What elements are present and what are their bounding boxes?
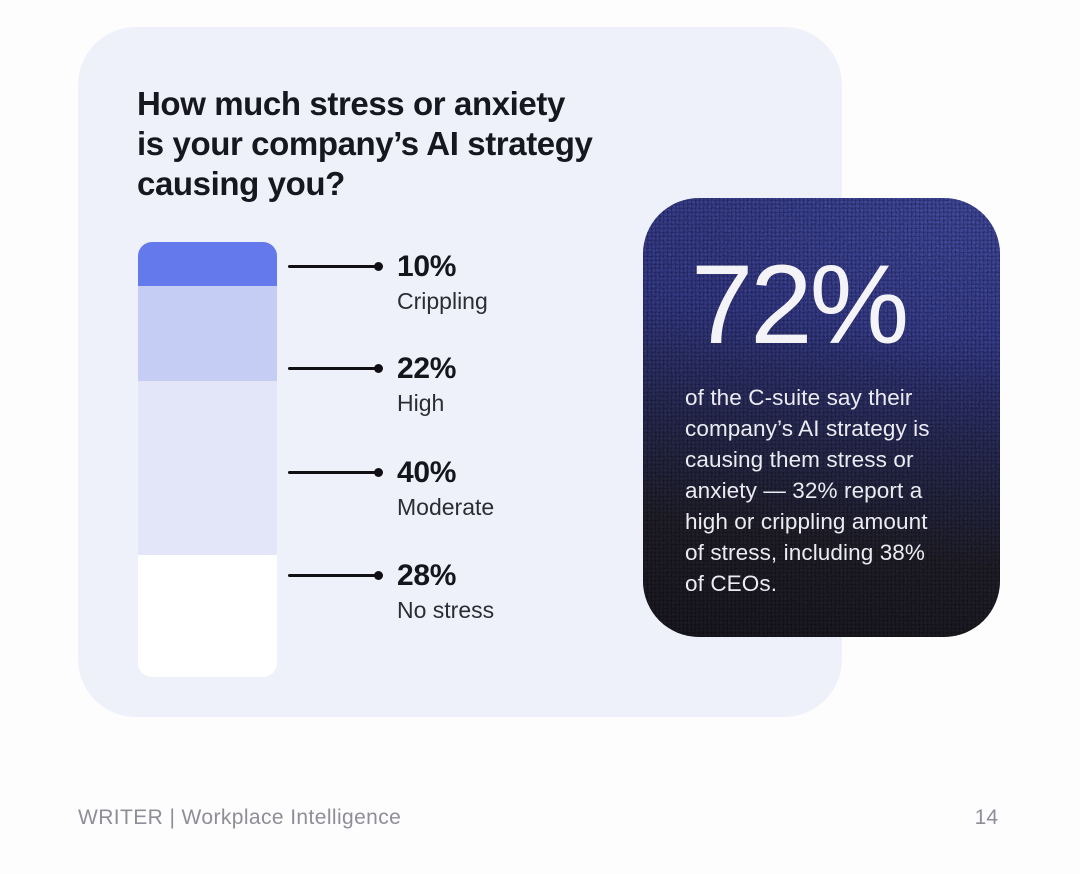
- bar-callout-row: 28% No stress: [288, 559, 494, 625]
- stat-description-line: of stress, including 38%: [685, 540, 926, 565]
- bar-callout-row: 22% High: [288, 352, 456, 418]
- stat-description-line: causing them stress or: [685, 447, 914, 472]
- stat-description: of the C-suite say their company’s AI st…: [685, 382, 964, 599]
- leader-line-icon: [288, 262, 383, 271]
- category-label: Crippling: [397, 288, 488, 314]
- chart-title-line: causing you?: [137, 165, 345, 202]
- bar-callout-label: 28% No stress: [397, 559, 494, 625]
- stat-description-line: of the C-suite say their: [685, 385, 913, 410]
- bar-callout-label: 10% Crippling: [397, 250, 488, 316]
- stat-value: 72%: [691, 242, 909, 367]
- leader-line-icon: [288, 468, 383, 477]
- bar-segment-no-stress: [138, 555, 277, 677]
- bar-callout-label: 40% Moderate: [397, 456, 494, 522]
- bar-callout-label: 22% High: [397, 352, 456, 418]
- chart-title: How much stress or anxiety is your compa…: [137, 84, 593, 204]
- footer-brand: WRITER | Workplace Intelligence: [78, 806, 402, 829]
- stat-description-line: of CEOs.: [685, 571, 778, 596]
- stat-card-content: 72% of the C-suite say their company’s A…: [643, 198, 1000, 599]
- bar-segment-crippling: [138, 242, 277, 286]
- bar-segment-moderate: [138, 381, 277, 556]
- category-label: High: [397, 390, 445, 416]
- fabric-texture: [643, 198, 1000, 637]
- leader-line-icon: [288, 571, 383, 580]
- value-label: 40%: [397, 456, 457, 489]
- bar-callout-row: 10% Crippling: [288, 250, 488, 316]
- bar-segment-high: [138, 285, 277, 382]
- bar-callout-row: 40% Moderate: [288, 456, 494, 522]
- value-label: 22%: [397, 352, 457, 385]
- value-label: 10%: [397, 250, 457, 283]
- leader-line-icon: [288, 364, 383, 373]
- chart-title-line: is your company’s AI strategy: [137, 125, 593, 162]
- category-label: No stress: [397, 597, 495, 623]
- stat-card: 72% of the C-suite say their company’s A…: [643, 198, 1000, 637]
- value-label: 28%: [397, 559, 457, 592]
- page-number: 14: [974, 806, 998, 829]
- stat-description-line: anxiety — 32% report a: [685, 478, 923, 503]
- stat-description-line: company’s AI strategy is: [685, 416, 930, 441]
- category-label: Moderate: [397, 494, 495, 520]
- stacked-bar: [138, 242, 277, 677]
- chart-title-line: How much stress or anxiety: [137, 85, 565, 122]
- stat-description-line: high or crippling amount: [685, 509, 928, 534]
